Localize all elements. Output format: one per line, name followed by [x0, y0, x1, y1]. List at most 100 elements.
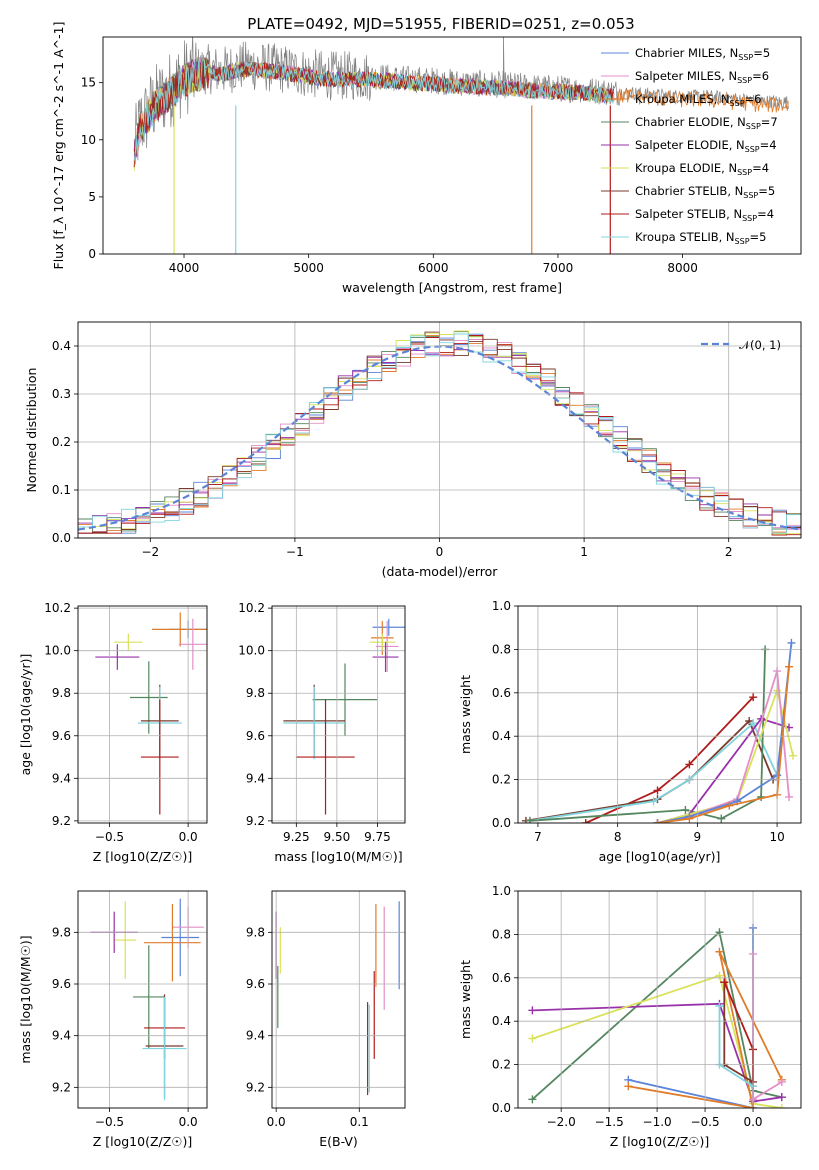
mass-weight-point: [685, 760, 694, 769]
y-axis-label: mass weight: [458, 675, 473, 754]
y-tick-label: 9.2: [246, 814, 265, 828]
mass-weight-point: [777, 1093, 786, 1102]
mass-weight-point: [787, 638, 796, 647]
x-axis-label: Z [log10(Z/Z☉)]: [93, 849, 193, 864]
weight_vs_age-marks: [521, 638, 798, 823]
legend-entry: Salpeter STELIB, NSSP=4: [635, 207, 774, 223]
y-tick-label: 9.8: [52, 925, 71, 939]
x-tick-label: 0.0: [743, 1115, 762, 1129]
mass-weight-point: [653, 786, 662, 795]
axes-frame: [517, 890, 802, 1109]
y-tick-label: 9.6: [246, 977, 265, 991]
mass-weight-point: [715, 928, 724, 937]
x-tick-label: 5000: [293, 261, 324, 275]
x-axis-label: wavelength [Angstrom, rest frame]: [342, 280, 562, 295]
x-axis-label: Z [log10(Z/Z☉)]: [610, 1134, 710, 1149]
y-tick-label: 0.0: [492, 1101, 511, 1115]
mass-weight-point: [581, 819, 590, 823]
age_vs_mass-marks: [283, 618, 405, 815]
x-tick-label: 7000: [543, 261, 574, 275]
y-tick-label: 0.2: [492, 1058, 511, 1072]
y-tick-label: 0.1: [52, 483, 71, 497]
weight_vs_age-panel: 7 8 9 10 0.0 0.2 0.4 0.6 0.8 1.0 age [log10(age/yr…: [458, 599, 802, 864]
x-tick-label: 0: [436, 545, 444, 559]
legend-entry: Salpeter MILES, NSSP=6: [635, 69, 769, 85]
x-tick-label: 8: [614, 830, 622, 844]
y-tick-label: 9.6: [246, 729, 265, 743]
mass-weight-point: [777, 1077, 786, 1086]
mass-weight-point: [720, 978, 729, 987]
mass-weight-line: [628, 951, 783, 1108]
y-tick-label: 0.4: [492, 729, 511, 743]
x-tick-label: 7: [534, 830, 542, 844]
mass-weight-point: [528, 1006, 537, 1015]
y-tick-label: 0.6: [492, 971, 511, 985]
y-tick-label: 0.4: [52, 339, 71, 353]
y-tick-label: 0.4: [492, 1014, 511, 1028]
y-tick-label: 9.2: [246, 1080, 265, 1094]
mass_vs_EBV-panel: 0.0 0.1 9.2 9.4 9.6 9.8 E(B-V): [246, 890, 406, 1149]
y-tick-label: 10.2: [44, 601, 71, 615]
observed-emission-spike: [503, 37, 505, 83]
y-tick-label: 9.6: [52, 977, 71, 991]
x-tick-label: 0.1: [350, 1115, 369, 1129]
mass-weight-point: [749, 693, 758, 702]
y-tick-label: 0.8: [492, 642, 511, 656]
legend-entry: Kroupa MILES, NSSP=6: [635, 92, 761, 108]
x-tick-label: −0.5: [690, 1115, 719, 1129]
mass-weight-point: [528, 1034, 537, 1043]
y-tick-label: 0.0: [492, 816, 511, 830]
y-axis-label: Flux [f_λ 10^-17 erg cm^-2 s^-1 A^-1]: [51, 22, 66, 270]
weight_vs_Z-panel: −2.0 −1.5 −1.0 −0.5 0.0 0.0 0.2 0.4 0.6 0.8 1.0 Z […: [458, 884, 802, 1149]
mass-weight-point: [624, 1082, 633, 1091]
axes-frame: [271, 605, 406, 824]
y-tick-label: 9.4: [246, 771, 265, 785]
x-axis-label: age [log10(age/yr)]: [599, 849, 721, 864]
mass-weight-line: [752, 953, 783, 1101]
y-tick-label: 0.8: [492, 927, 511, 941]
y-tick-label: 9.4: [246, 1029, 265, 1043]
y-tick-label: 9.2: [52, 814, 71, 828]
y-tick-label: 0: [88, 247, 96, 261]
spectrum-panel: 4000 5000 6000 7000 8000 0 5 10 15 wavelength [An…: [51, 22, 802, 295]
y-tick-label: 9.8: [52, 686, 71, 700]
mass-weight-point: [789, 751, 798, 760]
mass_vs_Z-panel: −0.5 0.0 9.2 9.4 9.6 9.8 Z [log10(Z/Z☉)] mass […: [18, 890, 208, 1149]
residuals-panel: −2 −1 0 1 2 0.0 0.1 0.2 0.3 0.4 (data-model)/error…: [24, 321, 802, 579]
mass_vs_EBV-marks: [275, 901, 400, 1096]
y-axis-label: Normed distribution: [24, 368, 39, 493]
legend-entry: Chabrier MILES, NSSP=5: [635, 46, 770, 62]
mass_vs_Z-marks: [90, 898, 204, 1101]
mass-weight-line: [529, 721, 778, 822]
age_vs_Z-panel: −0.5 0.0 9.2 9.4 9.6 9.8 10.0 10.2 Z [log10(Z/Z☉…: [18, 601, 208, 864]
mass-weight-point: [715, 971, 724, 980]
x-axis-label: (data-model)/error: [382, 564, 499, 579]
model-spectrum-line: [133, 57, 615, 161]
mass-weight-point: [715, 947, 724, 956]
mass-weight-point: [685, 814, 694, 823]
mass-weight-point: [525, 816, 534, 823]
y-axis-label: mass [log10(M/M☉)]: [18, 935, 33, 1063]
x-tick-label: −0.5: [95, 830, 124, 844]
axes-frame: [77, 605, 208, 824]
x-axis-label: Z [log10(Z/Z☉)]: [93, 1134, 193, 1149]
mass-weight-point: [717, 814, 726, 823]
x-tick-label: −1.5: [595, 1115, 624, 1129]
x-tick-label: −1: [286, 545, 304, 559]
y-tick-label: 9.8: [246, 925, 265, 939]
y-tick-label: 9.2: [52, 1080, 71, 1094]
x-tick-label: 0.0: [179, 830, 198, 844]
y-tick-label: 10.0: [44, 644, 71, 658]
y-tick-label: 1.0: [492, 599, 511, 613]
y-tick-label: 0.2: [492, 773, 511, 787]
x-tick-label: 9.75: [364, 830, 391, 844]
axes-frame: [77, 890, 208, 1109]
x-tick-label: 0.0: [267, 1115, 286, 1129]
legend-entry: Chabrier ELODIE, NSSP=7: [635, 115, 778, 131]
y-axis-label: age [log10(age/yr)]: [18, 654, 33, 776]
mass-weight-point: [749, 719, 758, 728]
x-tick-label: −1.0: [643, 1115, 672, 1129]
legend-entry: Kroupa STELIB, NSSP=5: [635, 230, 766, 246]
x-axis-label: mass [log10(M/M☉)]: [274, 849, 402, 864]
y-tick-label: 0.3: [52, 387, 71, 401]
